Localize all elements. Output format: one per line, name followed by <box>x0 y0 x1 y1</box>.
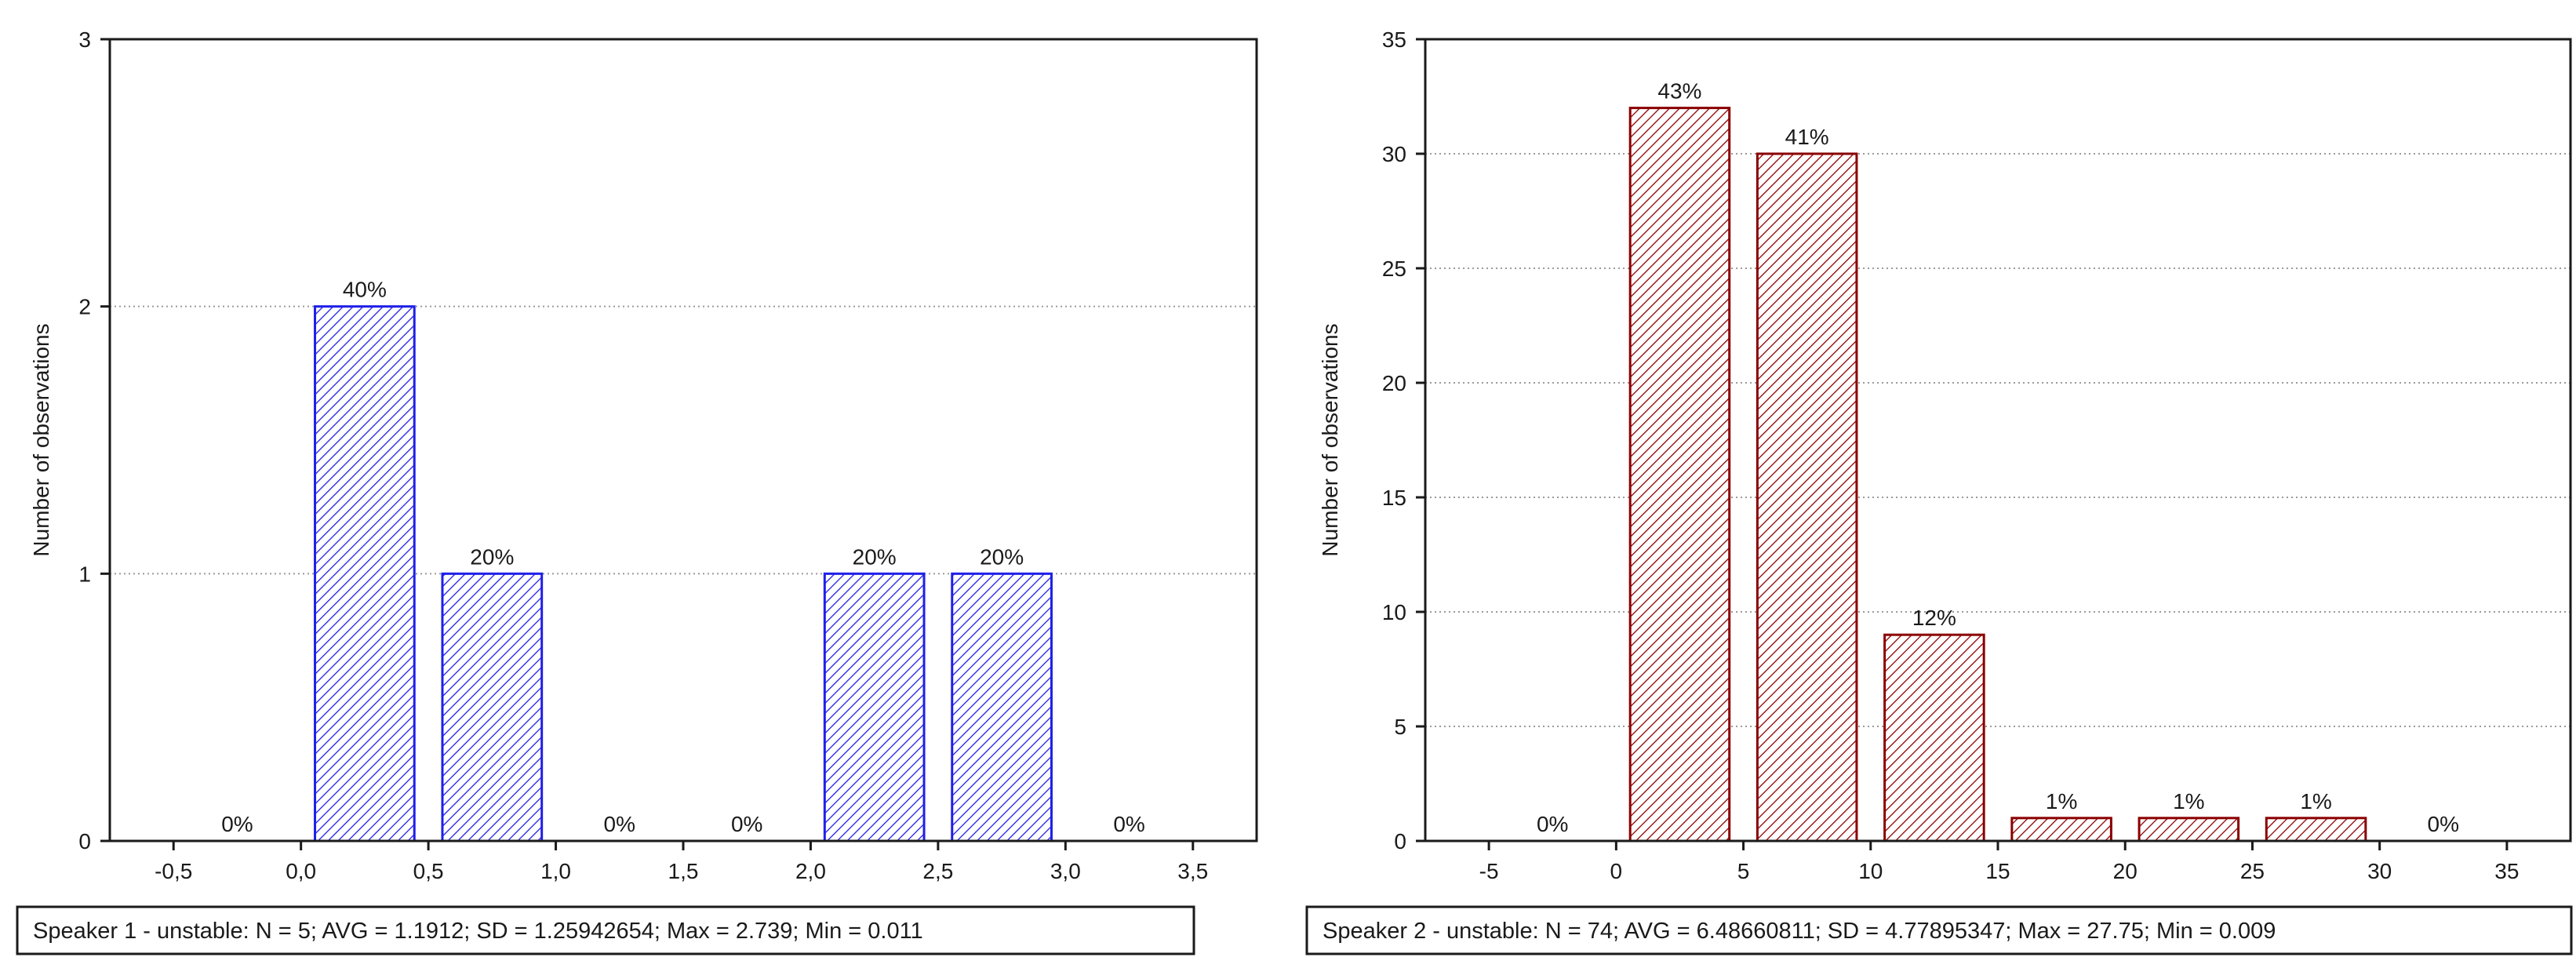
y-axis-title: Number of observations <box>29 323 53 556</box>
bar <box>2138 817 2240 843</box>
data-label: 20% <box>980 544 1024 569</box>
x-tick-label: 5 <box>1737 859 1750 883</box>
data-label: 12% <box>1912 606 1956 630</box>
y-tick-label: 15 <box>1382 486 1406 510</box>
y-tick-label: 2 <box>78 295 91 319</box>
data-label: 0% <box>1113 812 1144 836</box>
plot-frame <box>1424 38 2572 843</box>
y-tick-label: 30 <box>1382 142 1406 166</box>
caption-text: Speaker 1 - unstable: N = 5; AVG = 1.191… <box>33 919 923 944</box>
x-tick-label: 30 <box>2367 859 2392 883</box>
data-label: 0% <box>2428 812 2459 836</box>
bar <box>2265 817 2367 843</box>
data-label: 1% <box>2300 789 2331 813</box>
x-tick-label: 25 <box>2240 859 2265 883</box>
histogram-speaker-2: 0% 43% 41% 12% 1% 1% 1% 0% 0 5 10 15 20 25 30 35 -5 0 5 10 1… <box>1305 27 2573 955</box>
caption-box <box>1305 905 2573 955</box>
x-tick-label: 1,0 <box>540 859 571 883</box>
y-tick-label: 25 <box>1382 257 1406 281</box>
x-tick-label: 1,5 <box>668 859 699 883</box>
x-tick-label: 35 <box>2494 859 2519 883</box>
caption-box <box>16 905 1195 955</box>
y-tick-label: 3 <box>78 27 91 52</box>
bar <box>1628 107 1731 843</box>
bar <box>1756 152 1858 843</box>
bar <box>441 572 544 843</box>
data-label: 0% <box>221 812 253 836</box>
data-label: 0% <box>604 812 635 836</box>
y-tick-label: 5 <box>1394 715 1406 739</box>
x-tick-label: 2,0 <box>795 859 826 883</box>
data-label: 20% <box>470 544 514 569</box>
plot-frame <box>108 38 1258 843</box>
bar <box>823 572 926 843</box>
y-tick-label: 20 <box>1382 371 1406 395</box>
x-tick-label: 3,5 <box>1177 859 1208 883</box>
bar <box>951 572 1053 843</box>
bar <box>1883 633 1985 843</box>
y-tick-label: 0 <box>1394 829 1406 853</box>
x-tick-label: -0,5 <box>155 859 192 883</box>
y-tick-label: 0 <box>78 829 91 853</box>
x-tick-label: 2,5 <box>922 859 953 883</box>
bar <box>314 305 416 843</box>
y-tick-label: 1 <box>78 562 91 586</box>
data-label: 41% <box>1785 125 1829 149</box>
x-tick-label: 0,5 <box>413 859 444 883</box>
data-label: 0% <box>731 812 762 836</box>
data-label: 0% <box>1537 812 1568 836</box>
y-axis-title: Number of observations <box>1318 323 1342 556</box>
data-label: 1% <box>2173 789 2204 813</box>
data-label: 1% <box>2046 789 2077 813</box>
data-label: 43% <box>1657 79 1701 104</box>
y-tick-label: 35 <box>1382 27 1406 52</box>
histogram-speaker-1: 0% 40% 20% 0% 0% 20% 20% 0% 0 1 2 3 -0,5 0,0 0,5 1,0 1,5… <box>16 27 1258 955</box>
x-tick-label: 0,0 <box>286 859 316 883</box>
data-label: 40% <box>343 278 387 302</box>
x-tick-label: -5 <box>1479 859 1499 883</box>
data-label: 20% <box>853 544 897 569</box>
x-tick-label: 0 <box>1610 859 1623 883</box>
x-tick-label: 10 <box>1858 859 1883 883</box>
caption-text: Speaker 2 - unstable: N = 74; AVG = 6.48… <box>1323 919 2276 944</box>
bar <box>2010 817 2112 843</box>
x-tick-label: 3,0 <box>1050 859 1081 883</box>
y-tick-label: 10 <box>1382 600 1406 624</box>
x-tick-label: 15 <box>1985 859 2010 883</box>
x-tick-label: 20 <box>2113 859 2138 883</box>
